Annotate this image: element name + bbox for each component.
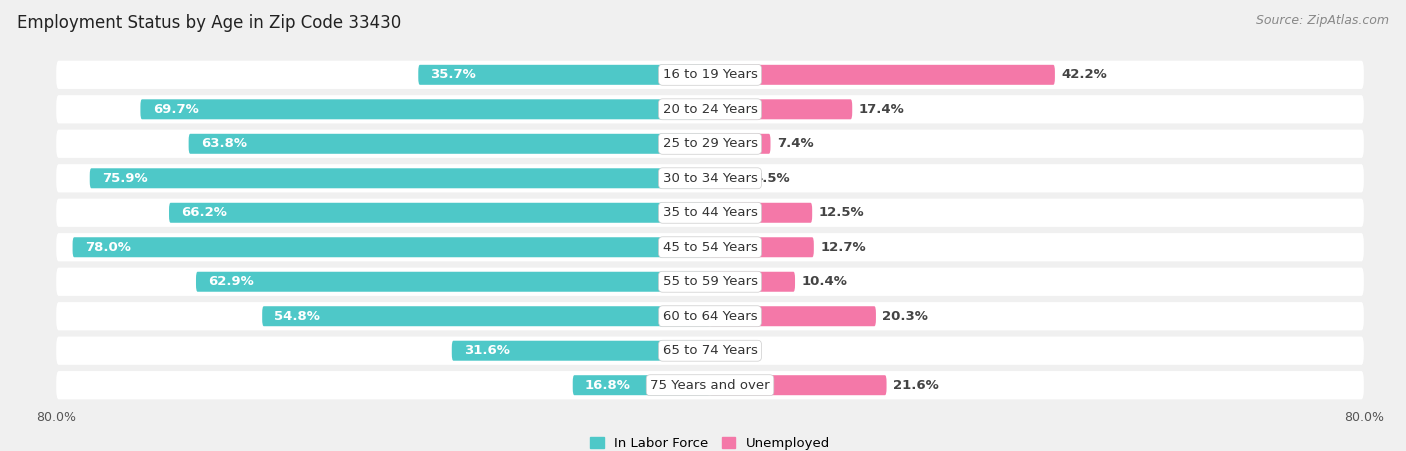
Text: 0.0%: 0.0% [717, 344, 754, 357]
FancyBboxPatch shape [56, 129, 1364, 158]
Text: 66.2%: 66.2% [181, 206, 228, 219]
Text: 20.3%: 20.3% [883, 310, 928, 323]
Text: 4.5%: 4.5% [754, 172, 790, 185]
Text: 78.0%: 78.0% [84, 241, 131, 254]
Text: 55 to 59 Years: 55 to 59 Years [662, 275, 758, 288]
FancyBboxPatch shape [262, 306, 710, 326]
FancyBboxPatch shape [451, 341, 710, 361]
Text: 16 to 19 Years: 16 to 19 Years [662, 68, 758, 81]
Text: 75 Years and over: 75 Years and over [650, 379, 770, 392]
Text: 16.8%: 16.8% [585, 379, 631, 392]
FancyBboxPatch shape [188, 134, 710, 154]
Text: 35 to 44 Years: 35 to 44 Years [662, 206, 758, 219]
FancyBboxPatch shape [90, 168, 710, 188]
FancyBboxPatch shape [56, 302, 1364, 331]
FancyBboxPatch shape [709, 341, 711, 361]
Legend: In Labor Force, Unemployed: In Labor Force, Unemployed [585, 432, 835, 451]
Text: 45 to 54 Years: 45 to 54 Years [662, 241, 758, 254]
FancyBboxPatch shape [710, 375, 887, 395]
Text: 25 to 29 Years: 25 to 29 Years [662, 137, 758, 150]
FancyBboxPatch shape [710, 203, 813, 223]
Text: 12.5%: 12.5% [818, 206, 865, 219]
Text: Source: ZipAtlas.com: Source: ZipAtlas.com [1256, 14, 1389, 27]
FancyBboxPatch shape [572, 375, 710, 395]
Text: 65 to 74 Years: 65 to 74 Years [662, 344, 758, 357]
Text: 21.6%: 21.6% [893, 379, 939, 392]
Text: 69.7%: 69.7% [153, 103, 198, 116]
Text: 17.4%: 17.4% [859, 103, 904, 116]
FancyBboxPatch shape [56, 371, 1364, 399]
Text: Employment Status by Age in Zip Code 33430: Employment Status by Age in Zip Code 334… [17, 14, 401, 32]
Text: 42.2%: 42.2% [1062, 68, 1107, 81]
FancyBboxPatch shape [56, 198, 1364, 227]
FancyBboxPatch shape [195, 272, 710, 292]
FancyBboxPatch shape [56, 61, 1364, 89]
FancyBboxPatch shape [710, 306, 876, 326]
FancyBboxPatch shape [418, 65, 710, 85]
FancyBboxPatch shape [141, 99, 710, 120]
FancyBboxPatch shape [710, 65, 1054, 85]
Text: 62.9%: 62.9% [208, 275, 254, 288]
Text: 12.7%: 12.7% [820, 241, 866, 254]
FancyBboxPatch shape [56, 336, 1364, 365]
FancyBboxPatch shape [710, 99, 852, 120]
Text: 75.9%: 75.9% [103, 172, 148, 185]
FancyBboxPatch shape [56, 267, 1364, 296]
FancyBboxPatch shape [710, 237, 814, 257]
Text: 30 to 34 Years: 30 to 34 Years [662, 172, 758, 185]
FancyBboxPatch shape [73, 237, 710, 257]
Text: 54.8%: 54.8% [274, 310, 321, 323]
Text: 60 to 64 Years: 60 to 64 Years [662, 310, 758, 323]
FancyBboxPatch shape [710, 272, 794, 292]
FancyBboxPatch shape [56, 95, 1364, 124]
FancyBboxPatch shape [710, 168, 747, 188]
Text: 7.4%: 7.4% [778, 137, 814, 150]
FancyBboxPatch shape [710, 134, 770, 154]
Text: 63.8%: 63.8% [201, 137, 247, 150]
FancyBboxPatch shape [56, 164, 1364, 193]
Text: 20 to 24 Years: 20 to 24 Years [662, 103, 758, 116]
Text: 10.4%: 10.4% [801, 275, 848, 288]
FancyBboxPatch shape [169, 203, 710, 223]
FancyBboxPatch shape [56, 233, 1364, 262]
Text: 35.7%: 35.7% [430, 68, 477, 81]
Text: 31.6%: 31.6% [464, 344, 510, 357]
